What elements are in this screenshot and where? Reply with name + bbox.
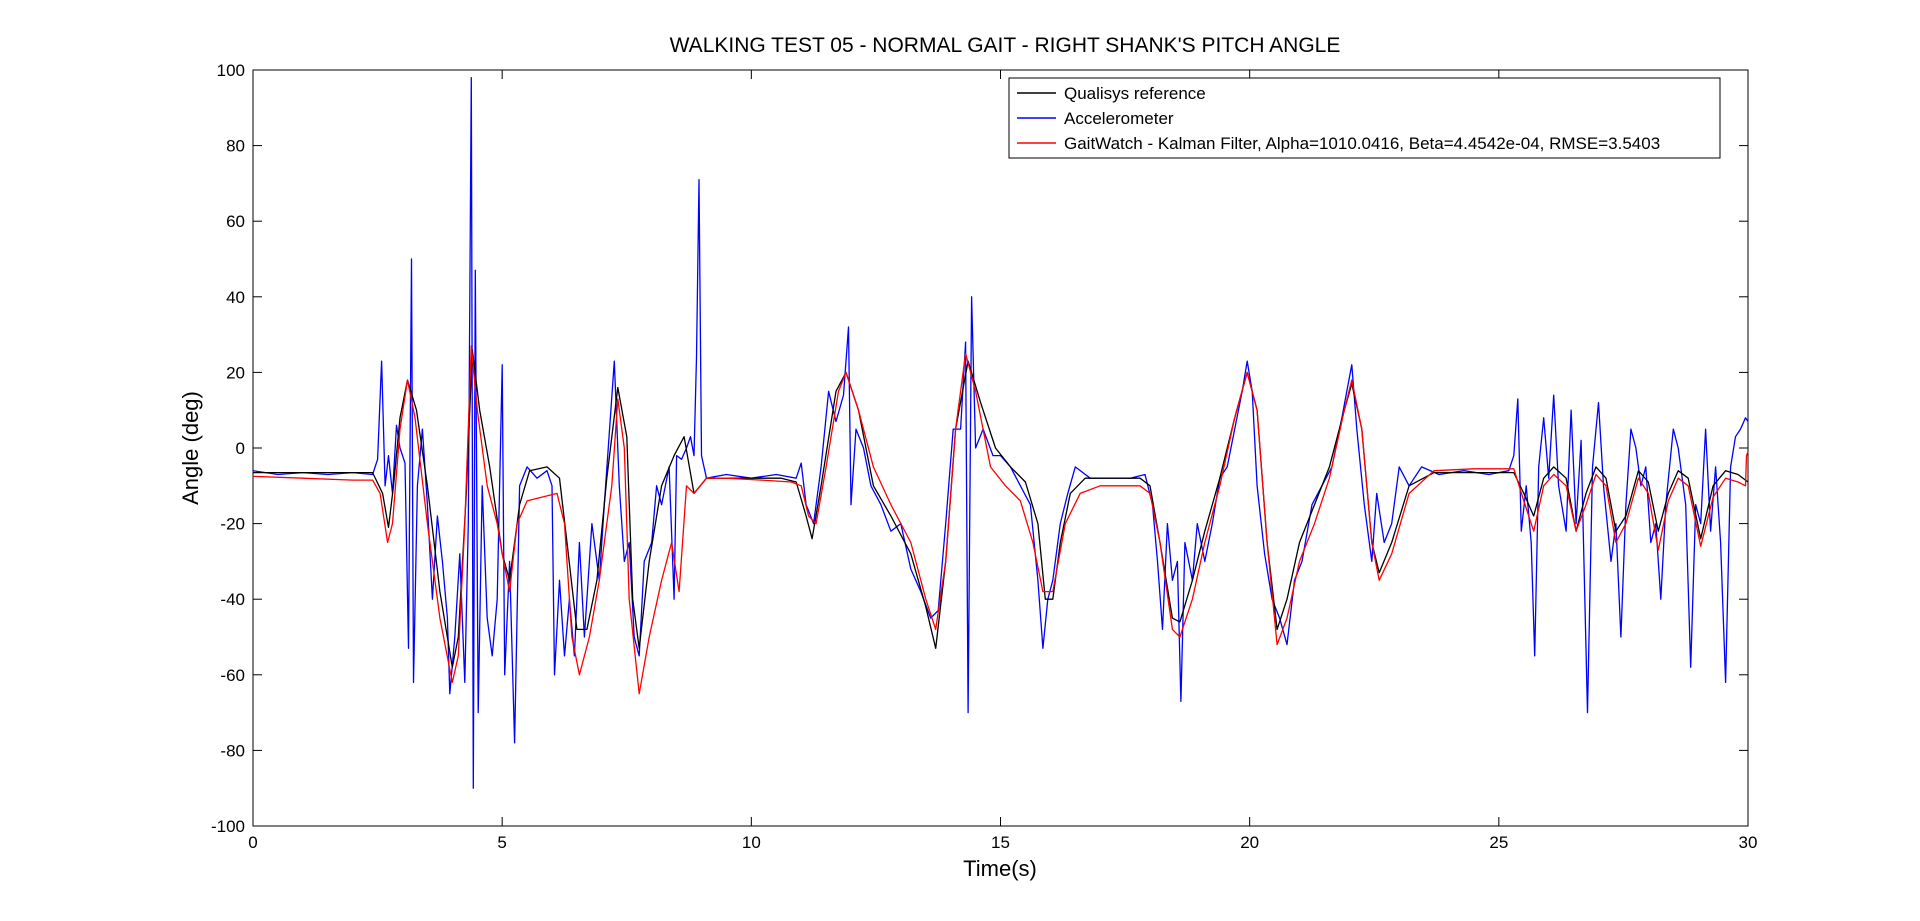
- y-axis: -100 -80 -60 -40 -20 0 20 40 60 80 100: [211, 61, 1748, 836]
- legend: Qualisys reference Accelerometer GaitWat…: [1008, 77, 1721, 159]
- series-line-accelerometer: [252, 76, 1749, 789]
- y-tick-label: -40: [220, 590, 245, 609]
- y-axis-label: Angle (deg): [178, 391, 203, 505]
- x-axis: 0 5 10 15 20 25 30: [248, 70, 1757, 852]
- series-layer: [252, 76, 1749, 789]
- x-axis-label: Time(s): [963, 856, 1037, 881]
- x-tick-label: 30: [1739, 833, 1758, 852]
- y-tick-label: 80: [226, 137, 245, 156]
- chart-title: WALKING TEST 05 - NORMAL GAIT - RIGHT SH…: [670, 34, 1341, 57]
- y-tick-label: 100: [217, 61, 245, 80]
- y-tick-label: -80: [220, 741, 245, 760]
- legend-box: [1008, 77, 1721, 159]
- y-tick-label: -20: [220, 515, 245, 534]
- plot-area: [252, 69, 1749, 827]
- legend-entry-qualisys: Qualisys reference: [1064, 84, 1206, 103]
- y-tick-label: 20: [226, 363, 245, 382]
- x-tick-label: 0: [248, 833, 257, 852]
- series-line-gaitwatch: [252, 345, 1749, 695]
- x-tick-label: 15: [991, 833, 1010, 852]
- x-tick-label: 20: [1240, 833, 1259, 852]
- y-tick-label: 60: [226, 212, 245, 231]
- legend-entry-accelerometer: Accelerometer: [1064, 109, 1174, 128]
- x-tick-label: 10: [742, 833, 761, 852]
- y-tick-label: -60: [220, 666, 245, 685]
- y-tick-label: -100: [211, 817, 245, 836]
- x-tick-label: 5: [497, 833, 506, 852]
- legend-entry-gaitwatch: GaitWatch - Kalman Filter, Alpha=1010.04…: [1064, 134, 1660, 153]
- y-tick-label: 0: [236, 439, 245, 458]
- series-line-qualisys: [253, 349, 1749, 668]
- x-tick-label: 25: [1489, 833, 1508, 852]
- y-tick-label: 40: [226, 288, 245, 307]
